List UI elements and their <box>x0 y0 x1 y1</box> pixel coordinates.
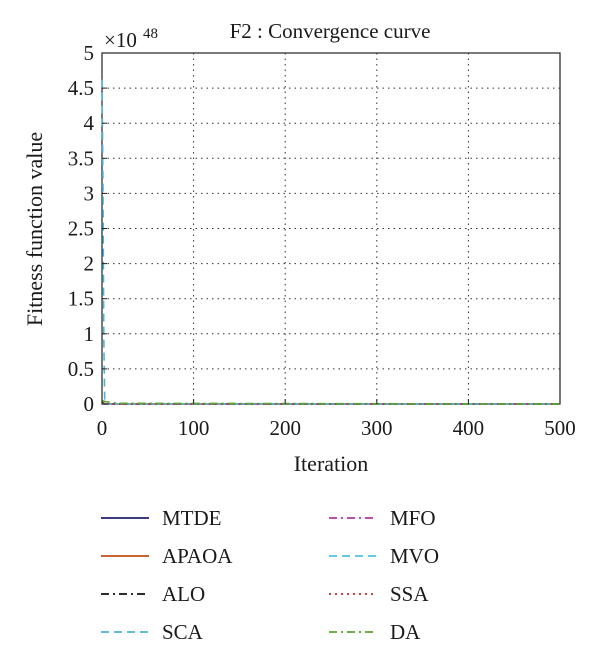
y-tick-label: 2 <box>84 252 95 276</box>
y-tick-label: 5 <box>84 41 95 65</box>
y-tick-label: 3 <box>84 181 95 205</box>
y-axis-ticks: 0 0.5 1 1.5 2 2.5 3 3.5 4 4.5 5 <box>68 41 107 416</box>
y-tick-label: 4 <box>84 111 95 135</box>
y-tick-label: 0 <box>84 392 95 416</box>
x-axis-ticks: 0 100 200 300 400 500 <box>97 399 576 440</box>
x-tick-label: 100 <box>178 416 210 440</box>
y-tick-label: 1 <box>84 322 95 346</box>
x-tick-label: 500 <box>544 416 576 440</box>
legend-label-apaoa: APAOA <box>162 544 233 568</box>
x-tick-label: 0 <box>97 416 108 440</box>
y-axis-exponent: 48 <box>143 26 158 42</box>
legend-label-alo: ALO <box>162 582 205 606</box>
legend-label-mtde: MTDE <box>162 506 222 530</box>
legend-label-ssa: SSA <box>390 582 429 606</box>
series-line-sca <box>101 79 560 405</box>
legend-label-mvo: MVO <box>390 544 439 568</box>
y-tick-label: 4.5 <box>68 76 94 100</box>
legend-label-mfo: MFO <box>390 506 436 530</box>
y-axis-multiplier: ×10 <box>104 28 137 52</box>
plot-area <box>101 52 561 405</box>
x-tick-label: 200 <box>269 416 301 440</box>
legend-label-da: DA <box>390 620 421 644</box>
y-axis-label: Fitness function value <box>22 132 47 326</box>
legend: MTDE APAOA ALO SCA MFO MVO SSA DA <box>101 506 439 644</box>
y-tick-label: 0.5 <box>68 357 94 381</box>
y-tick-label: 2.5 <box>68 217 94 241</box>
x-tick-label: 400 <box>453 416 485 440</box>
x-axis-label: Iteration <box>294 451 369 476</box>
x-tick-label: 300 <box>361 416 393 440</box>
legend-label-sca: SCA <box>162 620 204 644</box>
series-line-da <box>101 399 561 405</box>
y-tick-label: 1.5 <box>68 287 94 311</box>
y-tick-label: 3.5 <box>68 146 94 170</box>
chart-title: F2 : Convergence curve <box>230 19 431 43</box>
grid-lines <box>102 53 560 404</box>
